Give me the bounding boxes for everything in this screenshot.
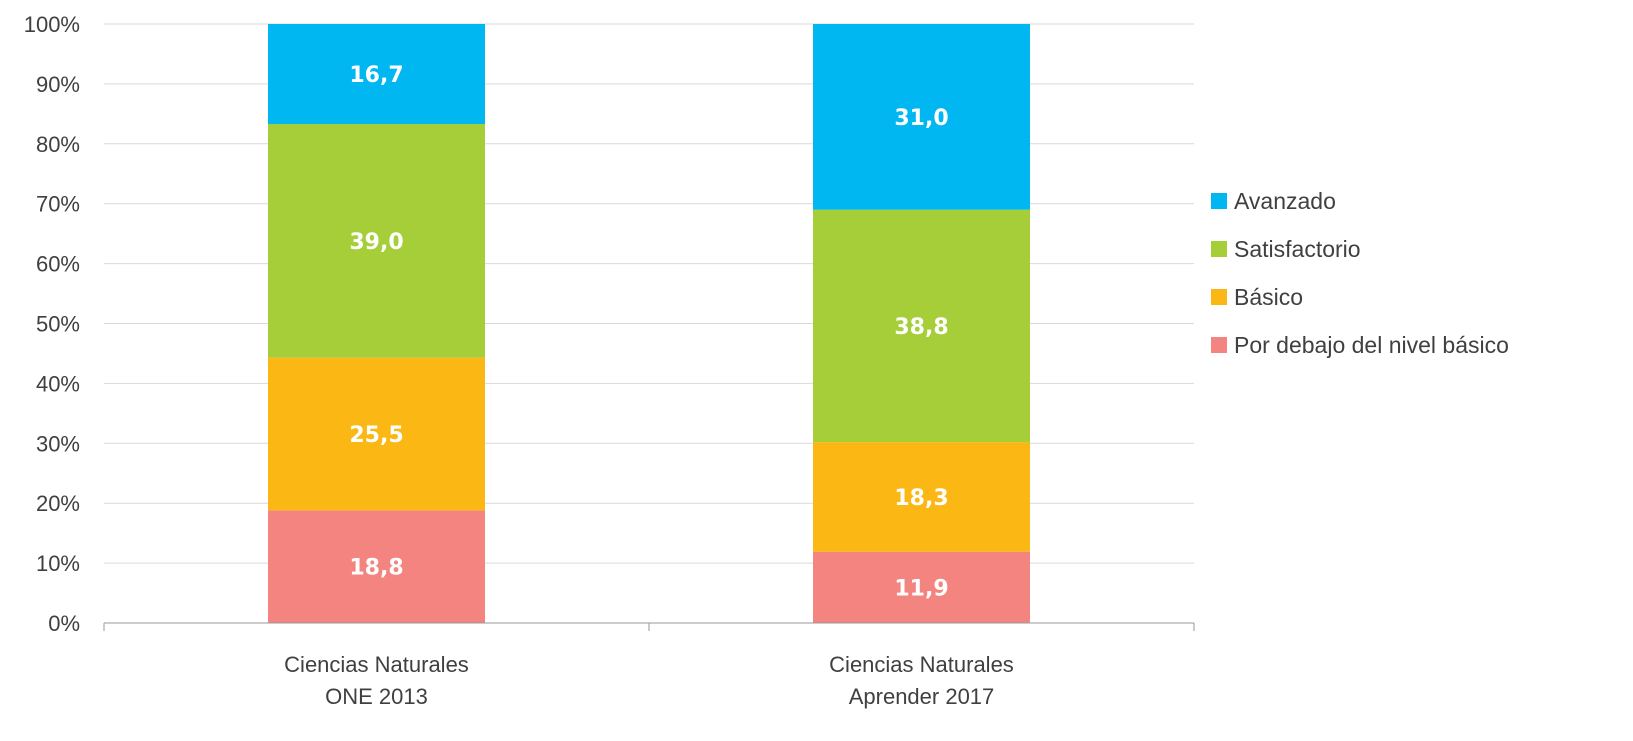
x-category-label: Ciencias Naturales [829,652,1014,677]
y-tick-label: 10% [36,551,80,576]
y-tick-label: 20% [36,491,80,516]
data-label: 39,0 [349,230,403,255]
legend-label: Por debajo del nivel básico [1234,332,1509,358]
bar-segment [268,124,485,358]
gridlines [104,23,1194,624]
legend-swatch [1211,241,1227,257]
legend-label: Básico [1234,284,1303,310]
legend-swatch [1211,193,1227,209]
y-tick-label: 40% [36,371,80,396]
data-label: 38,8 [894,315,948,340]
x-axis: Ciencias Naturales ONE 2013 Ciencias Natur… [103,622,1195,709]
bar-segment [268,357,485,511]
legend-label: Avanzado [1234,188,1336,214]
data-label: 11,9 [894,576,948,601]
bars: 18,8 25,5 39,0 16,7 11,9 18,3 38,8 31,0 [268,24,1030,623]
legend: Avanzado Satisfactorio Básico Por debajo de… [1211,188,1509,358]
x-category-label: Ciencias Naturales [284,652,469,677]
data-label: 18,8 [349,556,403,581]
y-tick-label: 60% [36,252,80,277]
legend-swatch [1211,337,1227,353]
y-tick-label: 50% [36,312,80,337]
bar-segment [268,24,485,125]
bar-segment [813,209,1030,443]
y-tick-label: 0% [48,611,80,636]
data-label: 18,3 [894,486,948,511]
y-axis: 0% 10% 20% 30% 40% 50% 60% 70% 80% 90% 100% [24,12,80,636]
y-tick-label: 80% [36,132,80,157]
legend-label: Satisfactorio [1234,236,1361,262]
x-category-label: ONE 2013 [325,684,428,709]
bar-segment [813,551,1030,623]
bar-segment [813,442,1030,552]
y-tick-label: 100% [24,12,80,37]
data-label: 16,7 [349,63,403,88]
bar-segment [268,510,485,623]
data-label: 25,5 [349,423,403,448]
data-label: 31,0 [894,106,948,131]
legend-swatch [1211,289,1227,305]
y-tick-label: 30% [36,431,80,456]
y-tick-label: 70% [36,192,80,217]
x-category-label: Aprender 2017 [849,684,995,709]
bar-segment [813,24,1030,210]
y-tick-label: 90% [36,72,80,97]
